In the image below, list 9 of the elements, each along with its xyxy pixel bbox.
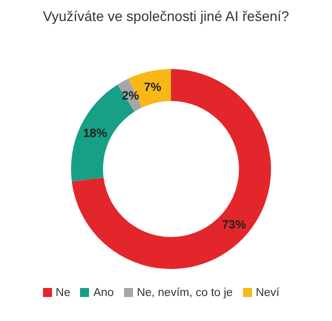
data-label: 18% <box>82 126 108 140</box>
donut-slice <box>72 69 271 269</box>
legend-label: Neví <box>256 287 280 299</box>
data-label: 73% <box>222 218 246 232</box>
chart-title: Využíváte ve společnosti jiné AI řešení? <box>42 8 290 24</box>
data-label: 7% <box>144 80 162 94</box>
legend-label: Ano <box>93 287 114 299</box>
legend-label: Ne, nevím, co to je <box>136 287 233 299</box>
legend-label: Ne <box>56 287 70 299</box>
